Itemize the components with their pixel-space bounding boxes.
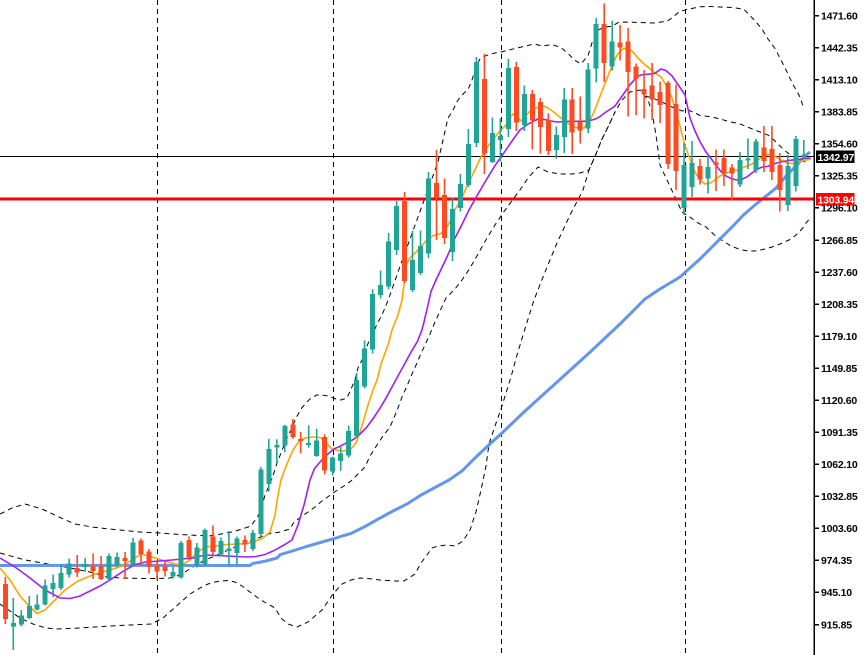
- svg-text:974.35: 974.35: [821, 555, 852, 567]
- svg-text:1120.60: 1120.60: [821, 395, 857, 407]
- svg-text:1342.97: 1342.97: [818, 152, 855, 164]
- svg-text:1179.10: 1179.10: [821, 331, 857, 343]
- svg-text:1062.10: 1062.10: [821, 459, 858, 471]
- svg-text:1325.35: 1325.35: [821, 171, 858, 183]
- svg-text:1003.60: 1003.60: [821, 523, 858, 535]
- svg-text:1032.85: 1032.85: [821, 491, 858, 503]
- svg-text:1413.10: 1413.10: [821, 75, 858, 87]
- svg-text:915.85: 915.85: [821, 619, 852, 631]
- svg-text:1208.35: 1208.35: [821, 299, 858, 311]
- svg-text:1296.10: 1296.10: [821, 203, 858, 215]
- svg-text:1383.85: 1383.85: [821, 107, 858, 119]
- svg-text:1149.85: 1149.85: [821, 363, 857, 375]
- svg-text:1266.85: 1266.85: [821, 235, 858, 247]
- svg-text:1237.60: 1237.60: [821, 267, 858, 279]
- svg-text:1471.60: 1471.60: [821, 11, 858, 23]
- svg-text:1091.35: 1091.35: [821, 427, 858, 439]
- svg-text:1354.60: 1354.60: [821, 139, 858, 151]
- svg-text:1442.35: 1442.35: [821, 43, 858, 55]
- svg-text:1303.94: 1303.94: [818, 195, 855, 207]
- svg-text:945.10: 945.10: [821, 587, 852, 599]
